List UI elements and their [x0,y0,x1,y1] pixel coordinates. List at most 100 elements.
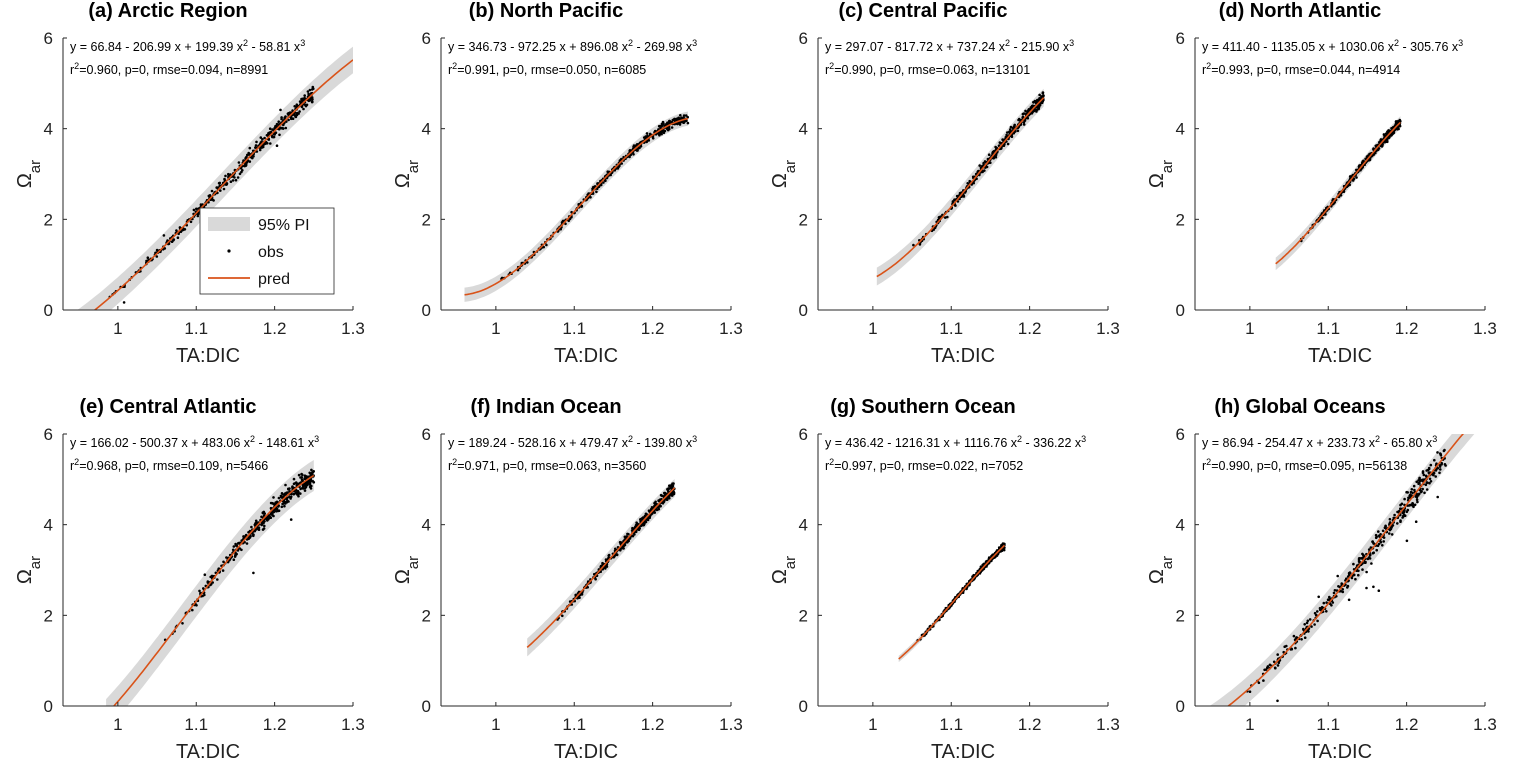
obs-point [303,489,307,492]
obs-point [1350,576,1354,580]
y-axis-label: Ωar [1146,556,1176,584]
obs-point [1276,699,1279,703]
obs-point [238,172,242,176]
obs-point [1380,145,1384,148]
obs-point [291,117,295,120]
obs-point [264,142,267,145]
obs-point [305,482,309,485]
obs-point [1438,452,1442,455]
obs-point [589,196,592,199]
obs-point [1426,481,1429,484]
obs-point [1320,605,1324,609]
obs-point [662,131,666,134]
obs-point [298,110,301,113]
obs-point [986,157,990,161]
obs-point [620,157,623,161]
obs-point [657,505,661,508]
obs-point [607,554,610,557]
fit-equation: y = 86.94 - 254.47 x + 233.73 x2 - 65.80… [1202,434,1437,450]
obs-point [284,483,287,487]
obs-point [672,482,675,485]
obs-point [1336,574,1339,578]
obs-point [1376,544,1380,547]
obs-point [1381,544,1384,547]
obs-point [1405,510,1409,513]
fit-stats: r2=0.968, p=0, rmse=0.109, n=5466 [70,457,268,473]
y-tick-label: 2 [1176,606,1185,625]
obs-point [1300,638,1303,641]
pred-line [464,117,689,296]
obs-point [615,553,618,556]
legend-label: 95% PI [258,217,310,234]
obs-point [1009,125,1013,129]
obs-point [245,542,249,545]
pred-line [93,59,353,310]
obs-point [593,572,596,576]
obs-point [1423,491,1426,495]
obs-point [1372,585,1375,589]
obs-point [257,528,261,531]
x-tick-label: 1.2 [641,715,665,734]
obs-point [286,491,289,494]
obs-point [248,535,251,539]
obs-point [312,470,316,473]
x-tick-label: 1.1 [562,715,586,734]
obs-point [221,569,225,572]
obs-point [1390,133,1393,136]
obs-point [1411,491,1414,495]
obs-point [668,119,671,123]
obs-point [1422,473,1426,477]
obs-point [1395,121,1398,125]
obs-point [1365,570,1368,574]
obs-point [246,153,249,157]
obs-point [644,512,648,516]
obs-point [274,125,278,129]
obs-point [237,161,241,164]
obs-point [1009,128,1012,131]
obs-point [1405,539,1409,543]
obs-point [676,122,679,126]
x-tick-label: 1.3 [341,319,365,338]
obs-point [272,496,275,499]
obs-point [283,504,286,508]
obs-point [605,565,609,568]
obs-point [1357,573,1360,577]
obs-point [222,560,225,564]
obs-point [642,522,646,526]
obs-point [1428,477,1432,481]
obs-point [198,589,201,593]
obs-point [291,109,294,112]
panel-title: (h) Global Oceans [1214,396,1385,418]
obs-point [670,493,673,497]
obs-point [275,501,278,505]
obs-point [1418,481,1421,485]
obs-point [271,135,274,139]
fit-equation: y = 436.42 - 1216.31 x + 1116.76 x2 - 33… [825,434,1086,450]
obs-point [618,164,621,168]
obs-point [172,238,176,241]
obs-point [1390,526,1393,529]
obs-point [248,160,252,163]
obs-point [231,548,235,552]
obs-point [1439,468,1442,471]
obs-point [261,144,265,148]
x-axis-label: TA:DIC [931,741,995,763]
obs-point [686,115,689,119]
obs-point [272,502,275,506]
obs-point [994,155,998,159]
y-tick-label: 4 [1176,516,1185,535]
y-axis-label: Ωar [769,160,799,188]
panel-f: 1 1.1 1.2 1.3 0 2 4 6 TA:DIC Ωar (f) Indian Ocean y… [392,396,743,763]
y-axis-label: Ωar [769,556,799,584]
obs-point [657,132,661,136]
legend: 95% PI obs pred [199,207,335,295]
obs-point [1331,601,1335,604]
obs-point [284,126,288,130]
pred-line [526,487,676,648]
panel-title: (g) Southern Ocean [830,396,1016,418]
obs-point [1402,511,1405,515]
obs-point [1341,590,1345,594]
obs-point [1325,610,1328,613]
obs-point [526,261,529,264]
obs-point [309,98,312,102]
